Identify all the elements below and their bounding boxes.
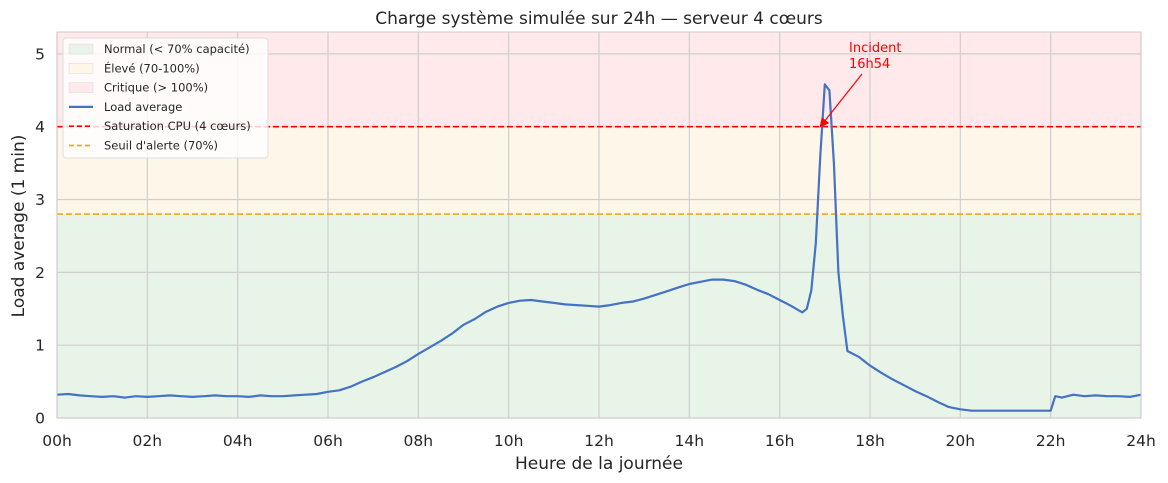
x-axis-label: Heure de la journée [515,454,683,474]
y-tick-label: 3 [35,191,45,209]
legend-label: Normal (< 70% capacité) [104,42,250,56]
x-tick-labels: 00h 02h 04h 06h 08h 10h 12h 14h 16h 18h 20h 22h 24h [42,432,1156,450]
y-tick-label: 0 [35,410,45,428]
x-tick-label: 12h [584,432,614,450]
x-tick-label: 02h [133,432,163,450]
x-tick-label: 20h [946,432,976,450]
series-lines [56,83,1142,412]
legend-label: Load average [104,100,182,114]
legend-swatch [68,43,94,55]
x-tick-label: 18h [855,432,885,450]
legend-label: Seuil d'alerte (70%) [104,139,218,153]
legend-box [62,37,269,159]
legend: Normal (< 70% capacité) Élevé (70-100%) Cr… [62,37,269,159]
annotation-arrow [819,73,863,128]
y-tick-labels: 0 1 2 3 4 5 [35,45,45,427]
annotation-text-line: Incident [849,41,901,56]
x-tick-label: 04h [223,432,253,450]
x-tick-label: 10h [494,432,524,450]
y-tick-label: 4 [35,118,45,136]
y-tick-label: 1 [35,337,45,355]
x-tick-label: 06h [313,432,343,450]
x-tick-label: 14h [675,432,705,450]
y-axis-label: Load average (1 min) [9,135,29,318]
legend-label: Critique (> 100%) [104,81,208,95]
legend-swatch [68,63,94,74]
x-tick-label: 08h [404,432,434,450]
x-tick-label: 22h [1036,432,1066,450]
legend-swatch [68,82,94,93]
x-tick-label: 24h [1126,432,1156,450]
x-tick-label: 16h [765,432,795,450]
annotation-text-line: 16h54 [849,57,890,72]
y-tick-label: 2 [35,264,45,282]
chart-title: Charge système simulée sur 24h — serveur… [375,9,823,29]
y-tick-label: 5 [35,45,45,63]
legend-label: Élevé (70-100%) [104,60,200,75]
legend-label: Saturation CPU (4 cœurs) [104,119,251,133]
series-line-0 [56,83,1142,412]
plot-frame [56,31,1142,419]
x-tick-label: 00h [42,432,72,450]
